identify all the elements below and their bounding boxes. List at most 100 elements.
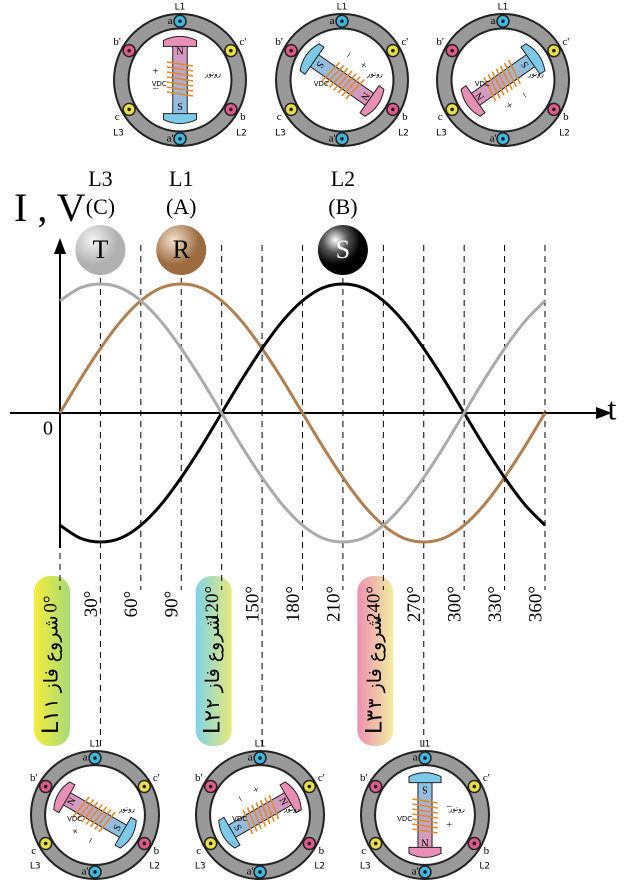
coil-label: b <box>240 111 246 123</box>
terminal: − <box>446 799 452 811</box>
line-label: L2 <box>559 128 570 138</box>
x-tick-label: 150° <box>242 586 263 622</box>
coil-dot <box>340 136 344 141</box>
coil-dot <box>43 784 48 789</box>
pole-cap <box>299 43 325 75</box>
line-label: L1 <box>498 3 509 13</box>
coil-label: b' <box>113 36 121 48</box>
coil-dot <box>289 48 293 53</box>
winding <box>412 798 438 804</box>
pole-cap <box>460 85 486 117</box>
line-label: L1 <box>90 740 101 750</box>
winding <box>495 68 509 93</box>
winding <box>81 801 99 823</box>
coil-dot <box>178 19 182 24</box>
coil-dot <box>423 870 427 874</box>
pole-label: S <box>231 823 243 833</box>
winding <box>324 64 345 85</box>
legend-label: R <box>173 235 191 264</box>
line-label: L3 <box>195 862 206 872</box>
coil-label: b' <box>195 772 203 784</box>
phase-start-text: شروع فاز ۲ <box>202 615 224 708</box>
coil-dot <box>373 784 378 789</box>
vdc-label: VDC <box>232 815 247 823</box>
line-label: L1 <box>169 166 193 191</box>
coil-label: c' <box>562 36 569 48</box>
coil-label: c' <box>401 36 408 48</box>
terminal: − <box>518 89 531 101</box>
line-label: L3 <box>275 128 286 138</box>
rotor: NS+− <box>218 781 302 849</box>
phase-pill <box>195 576 232 746</box>
terminal: + <box>152 66 158 78</box>
coil-dot <box>472 841 477 846</box>
y-axis-label: I , V <box>14 185 86 230</box>
coil-dot <box>208 784 213 789</box>
coil-label: b <box>154 845 160 857</box>
rotor-label: روتور <box>118 805 135 813</box>
winding <box>345 79 365 100</box>
coil-dot <box>229 107 233 112</box>
line-label: L3 <box>436 128 447 138</box>
terminal: + <box>249 784 263 795</box>
coil-label: c <box>438 111 443 123</box>
series-badge <box>75 225 126 275</box>
x-arrow <box>596 407 612 419</box>
winding <box>412 813 438 819</box>
coil-dot <box>307 784 312 789</box>
pole-label: S <box>177 102 183 113</box>
line-label: L2 <box>149 862 160 872</box>
coil-dot <box>127 107 131 112</box>
x-tick-label: 300° <box>445 586 466 622</box>
vdc-label: VDC <box>475 80 490 88</box>
pole-label: S <box>112 823 124 833</box>
line-label: L2 <box>236 128 247 138</box>
rotor: NS+− <box>299 43 385 117</box>
coil-label: a <box>491 15 496 27</box>
phase-line-label: L۳ <box>362 710 387 734</box>
winding <box>412 808 438 814</box>
coil-label: a <box>83 752 88 764</box>
line-label: L3 <box>113 128 124 138</box>
coil-dot <box>43 841 48 846</box>
winding <box>499 65 513 90</box>
coil-dot <box>501 19 505 24</box>
pole-cap <box>520 43 546 75</box>
coil-label: b' <box>275 36 283 48</box>
terminal: + <box>446 817 452 829</box>
phase-start-text: شروع فاز ۳ <box>364 615 386 708</box>
coil-dot <box>208 841 213 846</box>
pole-label: N <box>421 836 428 847</box>
pole-cap <box>163 35 197 47</box>
line-label: L3 <box>88 166 112 191</box>
terminal: − <box>342 48 355 60</box>
series-line <box>59 282 547 544</box>
pole-label: N <box>176 47 183 58</box>
rotor: NS+− <box>152 35 197 125</box>
coil-label: c' <box>318 772 325 784</box>
pole-cap <box>408 772 442 784</box>
rotor: NS+− <box>460 43 546 117</box>
phase-label: (B) <box>328 194 357 219</box>
winding <box>487 74 501 99</box>
winding <box>166 71 194 77</box>
coil-dot <box>229 48 233 53</box>
winding <box>166 81 194 87</box>
pole-cap <box>163 113 197 125</box>
x-tick-label: 90° <box>162 591 183 618</box>
line-label: L3 <box>360 862 371 872</box>
winding <box>412 823 438 829</box>
coil-dot <box>127 48 131 53</box>
series-badge <box>317 225 368 275</box>
line-label: L1 <box>337 3 348 13</box>
coil-dot <box>307 841 312 846</box>
pole-label: S <box>422 783 428 794</box>
coil-label: a' <box>490 132 497 144</box>
coil-label: c <box>277 111 282 123</box>
coil-dot <box>391 48 395 53</box>
coil-dot <box>142 784 147 789</box>
x-tick-label: 360° <box>525 586 546 622</box>
